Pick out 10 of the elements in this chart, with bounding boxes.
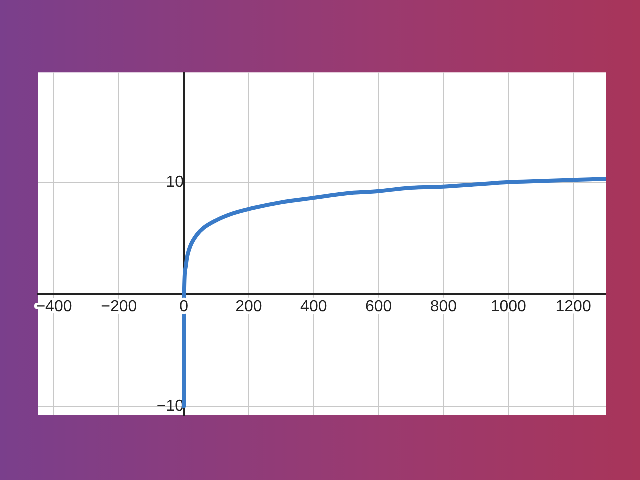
x-tick-label: 200 (236, 298, 262, 316)
x-tick-label: 600 (365, 298, 392, 316)
x-tick-label: 1000 (490, 298, 527, 316)
x-tick-label: 1200 (556, 298, 592, 316)
x-tick-label: 400 (300, 298, 328, 316)
x-tick-label: −200 (101, 298, 138, 316)
x-tick-label: 800 (430, 298, 458, 316)
y-tick-label: 10 (166, 174, 184, 191)
line-series (182, 177, 606, 408)
x-tick-label: 0 (180, 298, 189, 316)
